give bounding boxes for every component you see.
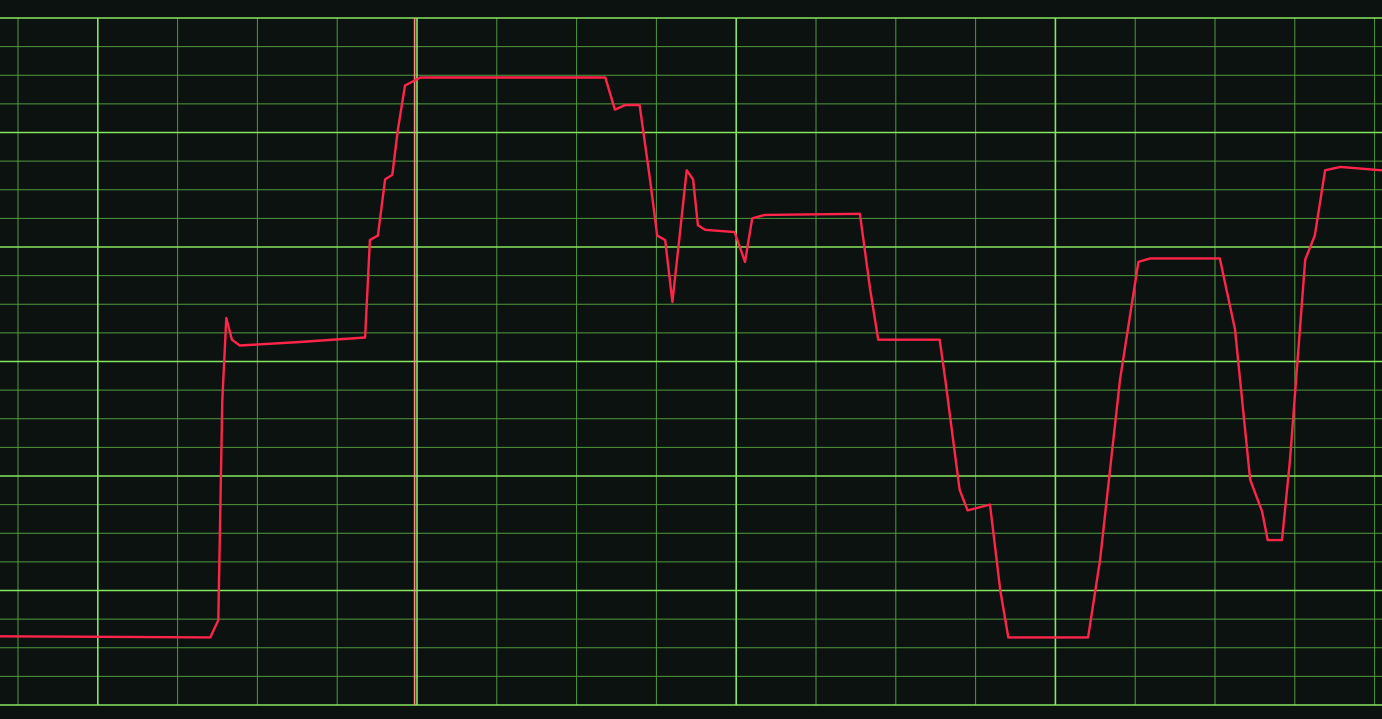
data-point (869, 289, 872, 292)
data-point (1304, 258, 1306, 261)
grid-major (0, 17, 1382, 706)
data-point (298, 341, 301, 343)
data-point (697, 224, 699, 227)
data-point (704, 229, 706, 231)
data-point (614, 108, 616, 111)
data-point (966, 509, 969, 512)
data-point (384, 178, 386, 181)
data-point (419, 76, 421, 79)
data-point (744, 261, 746, 263)
data-point (859, 212, 861, 215)
data-point (877, 338, 880, 341)
data-point (764, 214, 766, 216)
data-point (671, 301, 674, 303)
data-point (217, 619, 220, 622)
data-point (989, 503, 991, 506)
data-point (624, 104, 627, 106)
data-point (1149, 257, 1152, 260)
data-point (1289, 459, 1291, 461)
data-point (1007, 636, 1010, 639)
data-point (1324, 169, 1326, 172)
data-point (1339, 166, 1342, 168)
data-point (692, 178, 694, 181)
data-point (604, 76, 607, 79)
data-point (958, 488, 961, 491)
data-point (239, 344, 241, 347)
data-point (1261, 510, 1263, 513)
data-point (1099, 558, 1101, 561)
data-point (656, 234, 658, 237)
data-point (404, 84, 406, 87)
data-point (649, 178, 651, 181)
data-point (1234, 328, 1236, 331)
data-point (1119, 379, 1121, 381)
data-point (397, 129, 399, 132)
data-point (1281, 539, 1283, 541)
data-point (1313, 234, 1316, 237)
data-point (1266, 539, 1269, 541)
data-point (1249, 478, 1251, 481)
data-point (944, 379, 947, 381)
data-point (391, 174, 394, 176)
data-point (751, 217, 753, 220)
data-point (209, 636, 212, 639)
data-point (364, 336, 366, 339)
data-point (938, 338, 941, 341)
data-point (664, 239, 666, 241)
data-point (1218, 257, 1221, 260)
data-point (499, 76, 501, 79)
data-point (225, 317, 228, 319)
data-point (369, 239, 371, 241)
data-point (685, 169, 688, 172)
data-point (999, 589, 1002, 592)
data-point (638, 104, 641, 106)
data-point (231, 338, 233, 341)
data-point (1137, 261, 1140, 263)
data-point (1087, 636, 1089, 639)
data-point (733, 231, 736, 233)
data-point (221, 399, 224, 402)
data-point (679, 229, 682, 231)
data-point (377, 234, 379, 237)
series-points (0, 76, 1382, 639)
